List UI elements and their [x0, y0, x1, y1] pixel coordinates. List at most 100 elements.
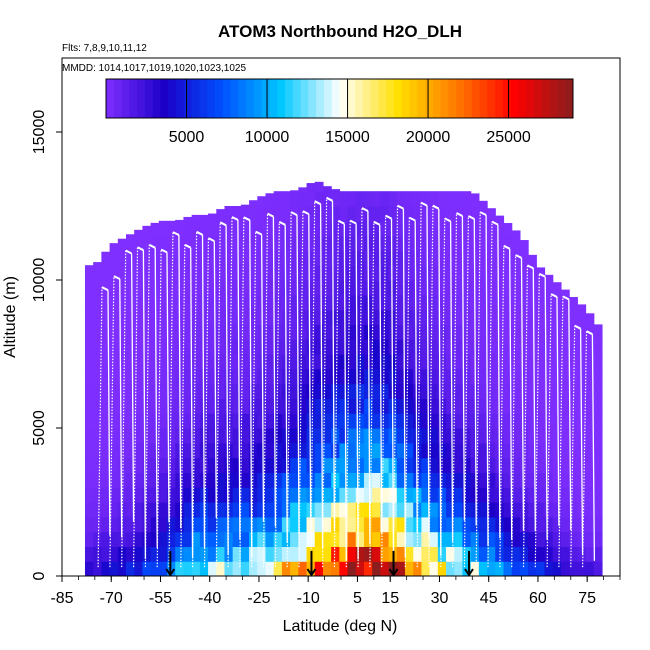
field-cell [405, 339, 414, 355]
field-cell [585, 561, 595, 576]
field-cell [396, 502, 406, 518]
x-tick-label: 5 [353, 590, 362, 607]
field-cell [421, 339, 431, 355]
colorbar-tick-labels: 5000 10000 15000 20000 25000 [169, 129, 531, 146]
field-cell [347, 383, 357, 399]
field-cell [511, 561, 521, 576]
field-cell [421, 442, 431, 459]
field-cell [454, 561, 464, 576]
field-cell [298, 487, 308, 503]
field-cell [478, 220, 488, 237]
field-cell [405, 265, 414, 281]
field-cell [265, 280, 275, 296]
field-cell [560, 457, 570, 473]
field-cell [577, 324, 587, 340]
field-cell [478, 250, 488, 266]
colorbar-tick-label: 20000 [406, 129, 451, 146]
field-cell [487, 487, 496, 503]
field-cell [175, 546, 185, 562]
colorbar-swatch [339, 79, 348, 118]
field-cell [322, 294, 332, 311]
field-cell [314, 561, 324, 576]
field-cell [191, 531, 201, 547]
x-tick-label: -40 [198, 590, 221, 607]
field-cell [314, 206, 324, 222]
field-cell [511, 383, 521, 399]
field-cell [462, 457, 472, 473]
field-cell [158, 220, 168, 237]
field-cell [216, 250, 226, 266]
field-cell [93, 487, 102, 503]
field-cell [487, 428, 496, 444]
field-cell [413, 206, 423, 222]
field-cell [413, 294, 423, 311]
field-cell [503, 324, 513, 340]
cruise-track [444, 217, 452, 223]
field-cell [569, 561, 578, 576]
field-cell [101, 265, 111, 281]
field-cell [93, 546, 102, 562]
x-tick-label: -85 [50, 590, 73, 607]
field-cell [429, 206, 439, 222]
field-cell [84, 398, 94, 414]
descent-track [367, 210, 371, 545]
field-cell [101, 383, 111, 399]
field-cell [249, 457, 258, 473]
colorbar-swatch [479, 79, 488, 118]
field-cell [372, 368, 381, 385]
field-cell [306, 309, 316, 325]
field-cell [232, 428, 242, 444]
field-cell [339, 324, 349, 340]
field-cell [355, 280, 365, 296]
field-cell [298, 383, 308, 399]
field-cell [339, 206, 349, 222]
field-cell [158, 383, 168, 399]
field-cell [355, 398, 365, 414]
field-cell [388, 339, 398, 355]
field-cell [347, 546, 357, 562]
colorbar-swatch [386, 79, 395, 118]
field-cell [290, 294, 299, 311]
field-cell [306, 250, 316, 266]
field-cell [208, 354, 217, 370]
field-cell [290, 561, 299, 576]
field-cell [478, 235, 488, 251]
flights-note: Flts: 7,8,9,10,11,12 [62, 43, 147, 54]
field-cell [478, 200, 488, 207]
field-cell [290, 531, 299, 547]
field-cell [413, 428, 423, 444]
field-cell [216, 324, 226, 340]
x-tick-label: 60 [529, 590, 547, 607]
field-cell [339, 546, 349, 562]
field-cell [396, 457, 406, 473]
field-cell [495, 294, 505, 311]
field-cell [421, 561, 431, 576]
field-cell [265, 250, 275, 266]
field-cell [470, 206, 480, 222]
field-cell [519, 383, 529, 399]
field-cell [232, 309, 242, 325]
field-cell [503, 294, 513, 311]
field-cell [560, 516, 570, 533]
field-cell [93, 309, 102, 325]
field-cell [249, 294, 258, 311]
field-cell [232, 250, 242, 266]
field-cell [265, 383, 275, 399]
field-cell [273, 561, 283, 576]
field-cell [437, 413, 447, 429]
field-cell [84, 339, 94, 355]
field-cell [347, 309, 357, 325]
field-cell [150, 442, 160, 459]
descent-track [130, 253, 135, 522]
field-cell [199, 561, 209, 576]
field-cell [405, 561, 414, 576]
field-cell [265, 193, 275, 207]
field-cell [232, 383, 242, 399]
field-cell [298, 206, 308, 222]
field-cell [396, 206, 406, 222]
field-cell [183, 235, 193, 251]
field-cell [322, 250, 332, 266]
field-cell [117, 294, 127, 311]
field-cell [167, 413, 176, 429]
field-cell [158, 339, 168, 355]
